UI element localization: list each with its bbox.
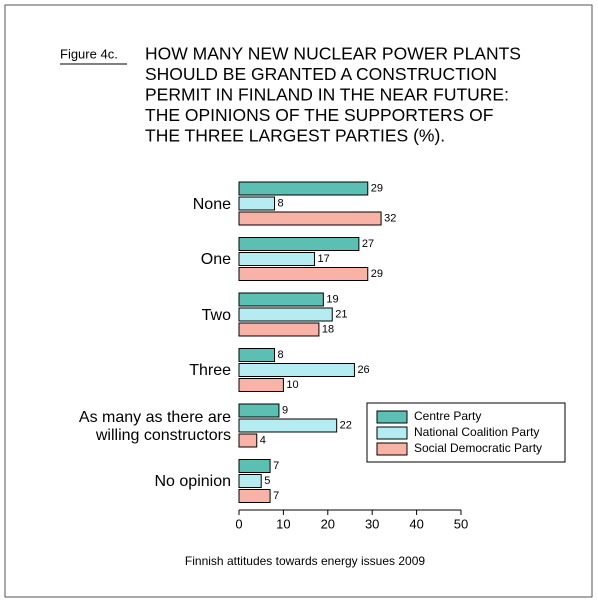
- bar: [238, 252, 315, 266]
- bar: [238, 267, 369, 281]
- bar: [238, 489, 271, 503]
- title-line: PERMIT IN FINLAND IN THE NEAR FUTURE:: [145, 85, 509, 105]
- legend-label: Centre Party: [414, 409, 481, 423]
- value-label: 18: [322, 323, 334, 335]
- category-label: Two: [201, 306, 231, 324]
- x-tick-label: 50: [454, 516, 468, 531]
- bar: [238, 307, 333, 322]
- bar: [238, 378, 284, 392]
- bar: [238, 237, 360, 251]
- value-label: 9: [282, 404, 288, 416]
- title-line: SHOULD BE GRANTED A CONSTRUCTION: [145, 64, 497, 84]
- category-label: None: [192, 195, 231, 213]
- value-label: 8: [278, 197, 284, 209]
- x-tick-label: 30: [365, 516, 379, 531]
- bar: [238, 196, 276, 211]
- legend-swatch: [376, 410, 408, 424]
- title-line: HOW MANY NEW NUCLEAR POWER PLANTS: [145, 44, 521, 64]
- bar: [238, 181, 369, 196]
- x-tick-label: 40: [409, 516, 423, 531]
- value-label: 19: [326, 293, 338, 305]
- bar: [238, 403, 280, 418]
- value-label: 26: [357, 364, 369, 376]
- x-tick-label: 20: [321, 516, 335, 531]
- category-label: As many as there are willing constructor…: [78, 408, 231, 444]
- value-label: 5: [264, 475, 270, 487]
- source: Finnish attitudes towards energy issues …: [185, 554, 425, 568]
- category-label: No opinion: [154, 473, 232, 490]
- bar: [238, 459, 271, 473]
- x-tick-label: 10: [276, 516, 290, 531]
- value-label: 29: [371, 268, 383, 280]
- value-label: 27: [362, 238, 374, 250]
- bar: [238, 348, 276, 362]
- title-line: THE THREE LARGEST PARTIES (%).: [145, 126, 445, 146]
- bar: [238, 211, 382, 226]
- bar: [238, 474, 262, 488]
- value-label: 7: [273, 460, 279, 472]
- value-label: 22: [340, 419, 352, 431]
- figure-label: Figure 4c.: [60, 46, 118, 61]
- frame: [4, 4, 593, 598]
- title-line: THE OPINIONS OF THE SUPPORTERS OF: [145, 105, 493, 125]
- value-label: 17: [317, 253, 329, 265]
- value-label: 29: [371, 182, 383, 194]
- x-tick-label: 0: [235, 516, 242, 531]
- bar: [238, 322, 320, 337]
- value-label: 32: [384, 212, 396, 224]
- value-label: 4: [260, 434, 266, 446]
- value-label: 7: [273, 490, 279, 502]
- category-label: Three: [189, 362, 231, 379]
- bar: [238, 418, 338, 433]
- bar: [238, 433, 258, 448]
- legend-swatch: [376, 442, 408, 456]
- value-label: 8: [278, 349, 284, 361]
- legend-label: Social Democratic Party: [414, 441, 542, 455]
- value-label: 21: [335, 308, 347, 320]
- bar: [238, 292, 324, 307]
- legend-swatch: [376, 426, 408, 440]
- category-label: One: [200, 251, 231, 268]
- value-label: 10: [286, 379, 298, 391]
- legend-label: National Coalition Party: [414, 425, 539, 439]
- bar: [238, 363, 355, 377]
